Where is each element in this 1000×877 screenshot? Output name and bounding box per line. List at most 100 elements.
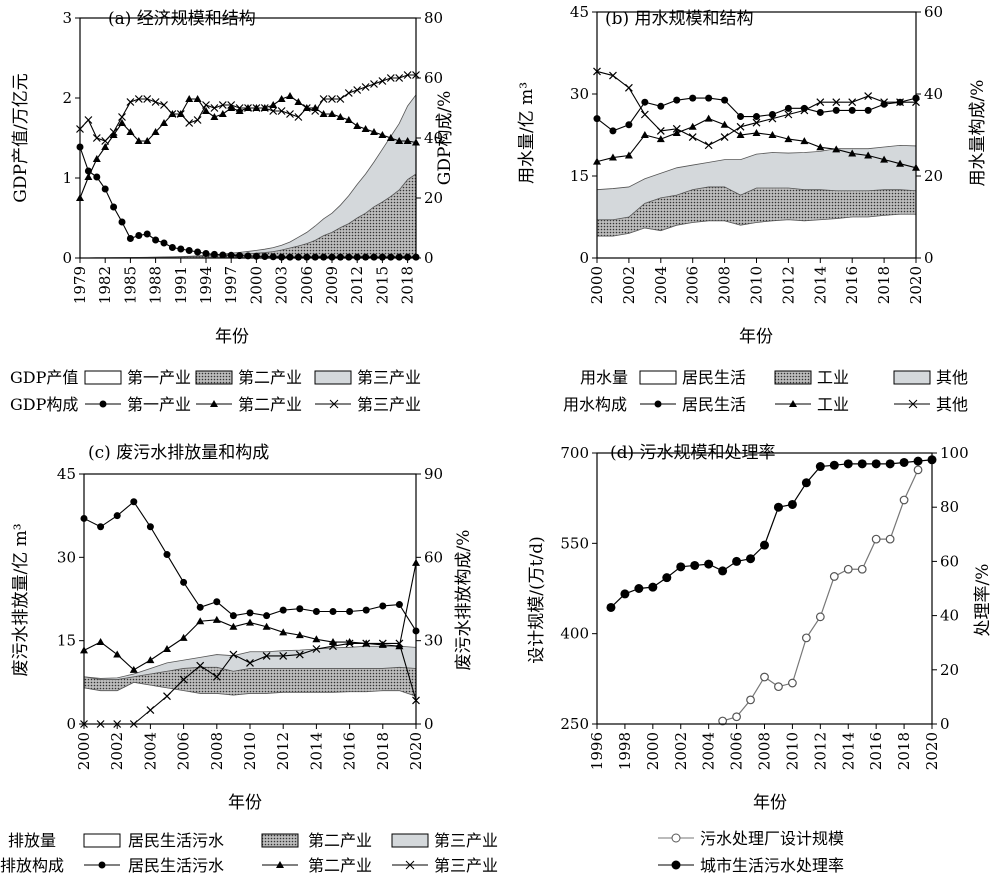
b-plot bbox=[593, 67, 920, 259]
b-xtick-label: 2008 bbox=[716, 266, 734, 304]
a-point-1 bbox=[160, 239, 168, 247]
d-point-2 bbox=[885, 459, 895, 469]
a-xtick-label: 1994 bbox=[197, 266, 215, 304]
a-xtick-label: 1988 bbox=[147, 266, 165, 304]
a-point-2 bbox=[344, 116, 353, 123]
legend-a-line-tertiary-label: 第三产业 bbox=[357, 395, 421, 414]
a-point-3 bbox=[344, 89, 353, 97]
b-point-3 bbox=[800, 106, 809, 115]
legend-b-swatch-industry bbox=[774, 370, 812, 385]
a-point-3 bbox=[168, 110, 177, 118]
c-point-2 bbox=[96, 638, 105, 646]
b-point-3 bbox=[832, 98, 841, 107]
d-y2tick-label: 80 bbox=[940, 498, 959, 516]
d-xtick-label: 2000 bbox=[644, 732, 662, 770]
a-point-2 bbox=[143, 137, 152, 144]
a-point-3 bbox=[294, 113, 303, 121]
b-xtick-label: 2002 bbox=[620, 266, 638, 304]
legend-b-swatch-other bbox=[893, 370, 931, 385]
legend-b-area-residential: 居民生活 bbox=[682, 368, 746, 387]
d-point-2 bbox=[801, 478, 811, 488]
a-point-2 bbox=[185, 95, 194, 102]
a-point-3 bbox=[185, 119, 194, 127]
a-point-2 bbox=[353, 122, 362, 129]
a-point-3 bbox=[277, 107, 286, 115]
a-point-3 bbox=[143, 95, 152, 103]
panel-d-ylabel: 设计规模/(万t/d) bbox=[527, 536, 547, 663]
b-xtick-label: 2016 bbox=[843, 266, 861, 304]
a-point-2 bbox=[395, 137, 404, 144]
panel-a-y2label: GDP构成/% bbox=[435, 91, 455, 186]
a-y2tick-label: 60 bbox=[424, 69, 443, 87]
a-point-1 bbox=[387, 253, 395, 261]
c-point-2 bbox=[212, 615, 221, 623]
panel-d-xlabel: 年份 bbox=[753, 793, 787, 813]
a-point-3 bbox=[319, 95, 328, 103]
a-point-1 bbox=[93, 173, 101, 181]
b-point-2 bbox=[624, 151, 633, 159]
b-point-1 bbox=[689, 94, 697, 102]
b-point-3 bbox=[896, 98, 904, 107]
d-point-2 bbox=[871, 459, 881, 469]
a-point-3 bbox=[235, 104, 244, 112]
b-point-3 bbox=[784, 110, 793, 119]
b-point-2 bbox=[672, 128, 681, 136]
d-xtick-label: 1998 bbox=[616, 732, 634, 770]
d-xtick-label: 2014 bbox=[839, 732, 857, 770]
c-xtick-label: 2008 bbox=[208, 732, 226, 770]
d-ytick-label: 400 bbox=[560, 625, 589, 643]
a-point-2 bbox=[378, 131, 387, 138]
d-xtick-label: 1996 bbox=[588, 732, 606, 770]
b-point-3 bbox=[816, 98, 825, 107]
d-point-2 bbox=[815, 462, 825, 472]
legend-c-swatch-secondary bbox=[261, 833, 299, 848]
c-point-3 bbox=[196, 661, 205, 670]
b-point-3 bbox=[880, 98, 889, 107]
b-point-2 bbox=[864, 151, 873, 159]
b-point-3 bbox=[624, 83, 633, 92]
c-point-1 bbox=[229, 612, 237, 620]
a-point-2 bbox=[235, 107, 244, 114]
b-xtick-label: 2014 bbox=[811, 266, 829, 304]
legend-c-area-residential: 居民生活污水 bbox=[128, 831, 224, 850]
legend-d-label-capacity: 污水处理厂设计规模 bbox=[700, 829, 844, 848]
b-point-2 bbox=[768, 131, 777, 138]
d-point-1 bbox=[885, 534, 895, 544]
c-point-1 bbox=[362, 606, 370, 614]
legend-b-line-industry-label: 工业 bbox=[817, 395, 849, 414]
b-point-3 bbox=[704, 141, 713, 150]
a-point-2 bbox=[218, 110, 227, 117]
a-xtick-label: 1991 bbox=[172, 266, 190, 304]
panel-a-ylabel: GDP产值/万亿元 bbox=[11, 73, 31, 202]
b-point-3 bbox=[672, 124, 681, 133]
a-point-3 bbox=[118, 113, 126, 121]
a-point-2 bbox=[202, 107, 210, 114]
c-point-1 bbox=[346, 608, 354, 615]
c-point-3 bbox=[262, 652, 271, 660]
a-point-2 bbox=[92, 155, 101, 162]
a-xtick-label: 2015 bbox=[373, 266, 391, 304]
b-xtick-label: 2012 bbox=[779, 266, 797, 304]
b-point-2 bbox=[816, 143, 825, 151]
a-point-3 bbox=[92, 134, 101, 142]
d-point-2 bbox=[634, 584, 644, 593]
b-point-1 bbox=[609, 127, 617, 135]
b-xtick-label: 2010 bbox=[748, 266, 766, 304]
b-point-2 bbox=[704, 114, 713, 122]
b-ytick-label: 30 bbox=[570, 85, 589, 103]
c-point-3 bbox=[329, 642, 337, 651]
a-point-3 bbox=[403, 71, 412, 79]
b-xtick-label: 2020 bbox=[907, 266, 925, 304]
c-point-2 bbox=[163, 645, 171, 652]
b-xtick-label: 2000 bbox=[588, 266, 606, 304]
a-point-3 bbox=[269, 107, 278, 115]
a-point-3 bbox=[126, 98, 135, 106]
a-point-1 bbox=[362, 253, 370, 261]
c-xtick-label: 2016 bbox=[341, 732, 359, 770]
c-plot bbox=[80, 498, 420, 728]
d-ytick-label: 250 bbox=[560, 715, 589, 733]
c-xtick-label: 2020 bbox=[407, 732, 425, 770]
panel-a-xlabel: 年份 bbox=[215, 327, 249, 347]
a-point-3 bbox=[361, 83, 370, 91]
a-point-1 bbox=[194, 248, 202, 256]
